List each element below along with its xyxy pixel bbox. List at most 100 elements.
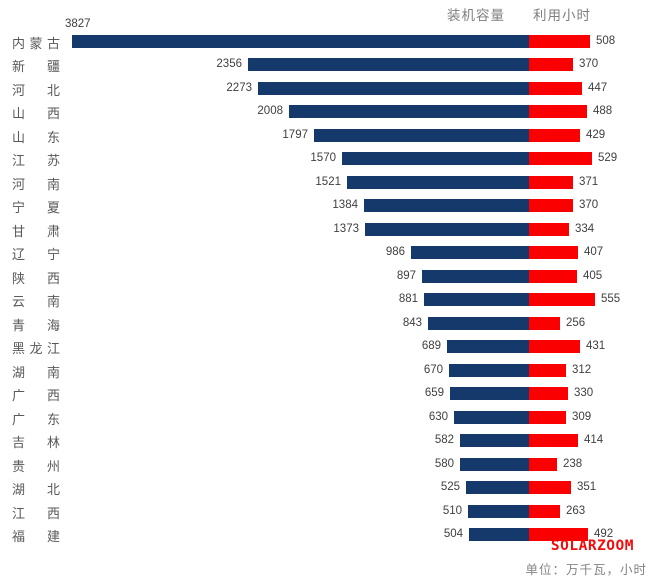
hours-bar [529, 35, 590, 48]
capacity-value-label: 897 [396, 270, 416, 282]
capacity-value-label: 3827 [65, 18, 91, 30]
hours-value-label: 263 [566, 505, 586, 517]
capacity-value-label: 689 [421, 340, 441, 352]
hours-bar [529, 223, 569, 236]
capacity-bar [469, 528, 529, 541]
category-label: 青海 [12, 318, 60, 333]
capacity-bar [422, 270, 529, 283]
category-label: 河南 [12, 177, 60, 192]
capacity-value-label: 1384 [332, 199, 358, 211]
capacity-bar [365, 223, 529, 236]
hours-value-label: 330 [574, 387, 594, 399]
capacity-value-label: 504 [443, 528, 463, 540]
category-label: 江西 [12, 506, 60, 521]
hours-bar [529, 528, 588, 541]
category-label: 贵州 [12, 459, 60, 474]
capacity-value-label: 2008 [257, 105, 283, 117]
hours-value-label: 334 [575, 223, 595, 235]
category-label: 湖南 [12, 365, 60, 380]
capacity-bar [347, 176, 529, 189]
category-label: 广东 [12, 412, 60, 427]
hours-bar [529, 411, 566, 424]
hours-value-label: 370 [579, 58, 599, 70]
capacity-bar [447, 340, 529, 353]
capacity-bar [314, 129, 529, 142]
capacity-bar [248, 58, 529, 71]
hours-bar [529, 246, 578, 259]
capacity-value-label: 843 [402, 317, 422, 329]
category-label: 江苏 [12, 153, 60, 168]
capacity-value-label: 525 [440, 481, 460, 493]
capacity-value-label: 630 [428, 411, 448, 423]
category-label: 河北 [12, 83, 60, 98]
capacity-value-label: 670 [423, 364, 443, 376]
hours-bar [529, 340, 580, 353]
category-label: 山西 [12, 106, 60, 121]
capacity-value-label: 510 [442, 505, 462, 517]
hours-bar [529, 434, 578, 447]
hours-bar [529, 317, 560, 330]
hours-value-label: 405 [583, 270, 603, 282]
capacity-value-label: 582 [434, 434, 454, 446]
capacity-value-label: 659 [424, 387, 444, 399]
capacity-value-label: 580 [434, 458, 454, 470]
category-label: 宁夏 [12, 200, 60, 215]
capacity-bar [364, 199, 529, 212]
hours-value-label: 407 [584, 246, 604, 258]
legend-hours-label: 利用小时 [533, 8, 591, 23]
hours-value-label: 309 [572, 411, 592, 423]
hours-bar [529, 176, 573, 189]
capacity-bar [450, 387, 529, 400]
category-label: 福建 [12, 529, 60, 544]
hours-value-label: 555 [601, 293, 621, 305]
capacity-bar [428, 317, 529, 330]
capacity-bar [468, 505, 529, 518]
capacity-bar [460, 458, 529, 471]
capacity-value-label: 1521 [315, 176, 341, 188]
category-label: 甘肃 [12, 224, 60, 239]
hours-value-label: 312 [572, 364, 592, 376]
hours-value-label: 351 [577, 481, 597, 493]
hours-value-label: 529 [598, 152, 618, 164]
capacity-bar [454, 411, 529, 424]
category-label: 辽宁 [12, 247, 60, 262]
hours-value-label: 508 [596, 35, 616, 47]
unit-note: 单位：万千瓦，小时 [525, 563, 647, 577]
hours-bar [529, 199, 573, 212]
hours-bar [529, 505, 560, 518]
hours-value-label: 492 [594, 528, 614, 540]
hours-bar [529, 270, 577, 283]
capacity-bar [72, 35, 529, 48]
hours-bar [529, 152, 592, 165]
capacity-bar [342, 152, 529, 165]
hours-value-label: 256 [566, 317, 586, 329]
category-label: 广西 [12, 388, 60, 403]
capacity-value-label: 1570 [310, 152, 336, 164]
hours-bar [529, 82, 582, 95]
category-label: 陕西 [12, 271, 60, 286]
hours-value-label: 238 [563, 458, 583, 470]
hours-bar [529, 293, 595, 306]
category-label: 山东 [12, 130, 60, 145]
capacity-value-label: 2273 [226, 82, 252, 94]
capacity-value-label: 881 [398, 293, 418, 305]
category-label: 吉林 [12, 435, 60, 450]
solarzoom-watermark: SOLARZOOM [550, 538, 634, 554]
capacity-bar [424, 293, 529, 306]
capacity-value-label: 1797 [282, 129, 308, 141]
hours-bar [529, 364, 566, 377]
hours-value-label: 429 [586, 129, 606, 141]
hours-value-label: 414 [584, 434, 604, 446]
hours-bar [529, 458, 557, 471]
capacity-bar [460, 434, 529, 447]
capacity-bar [258, 82, 529, 95]
hours-bar [529, 481, 571, 494]
hours-value-label: 370 [579, 199, 599, 211]
hours-bar [529, 387, 568, 400]
hours-bar [529, 105, 587, 118]
capacity-bar [449, 364, 529, 377]
hours-value-label: 488 [593, 105, 613, 117]
hours-bar [529, 129, 580, 142]
category-label: 内蒙古 [12, 36, 60, 51]
